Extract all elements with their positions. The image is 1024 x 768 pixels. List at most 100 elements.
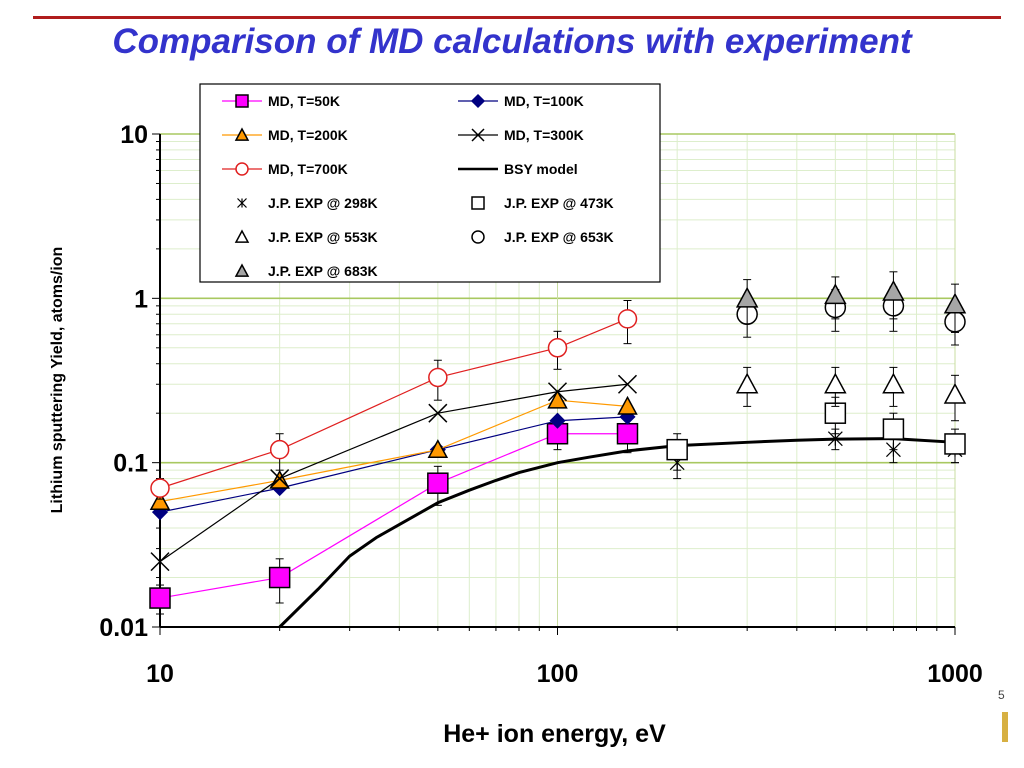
page-title: Comparison of MD calculations with exper… xyxy=(112,22,912,61)
data-point xyxy=(882,372,905,394)
legend-label: J.P. EXP @ 683K xyxy=(268,263,378,279)
data-point xyxy=(666,438,688,461)
marker-circle xyxy=(235,162,249,176)
legend-item: J.P. EXP @ 473K xyxy=(471,195,614,211)
marker-diamond xyxy=(470,93,486,109)
legend-label: MD, T=100K xyxy=(504,93,584,109)
marker-square xyxy=(427,472,449,494)
data-point xyxy=(150,478,170,498)
marker-square xyxy=(149,587,171,609)
marker-triangle xyxy=(882,372,905,394)
marker-triangle xyxy=(547,389,568,409)
legend-label: BSY model xyxy=(504,161,578,177)
legend-label: J.P. EXP @ 473K xyxy=(504,195,614,211)
legend-label: MD, T=700K xyxy=(268,161,348,177)
legend-item: MD, T=300K xyxy=(458,127,584,143)
data-point xyxy=(547,389,568,409)
data-point xyxy=(149,490,171,510)
legend-label: J.P. EXP @ 653K xyxy=(504,229,614,245)
data-point xyxy=(617,395,638,415)
x-tick-label: 10 xyxy=(146,660,174,688)
marker-triangle xyxy=(149,490,171,510)
data-point xyxy=(944,433,966,455)
y-tick-label: 0.01 xyxy=(99,614,148,642)
marker-triangle xyxy=(735,372,759,394)
marker-triangle xyxy=(234,127,250,141)
data-point xyxy=(428,403,448,423)
data-point xyxy=(428,367,448,388)
marker-x xyxy=(547,382,568,402)
legend-item: J.P. EXP @ 298K xyxy=(237,195,378,211)
legend-item: BSY model xyxy=(458,161,578,177)
corner-logo: 5 xyxy=(994,688,1024,748)
data-point xyxy=(882,279,905,301)
x-tick-label: 100 xyxy=(537,660,579,688)
marker-triangle xyxy=(824,283,847,305)
data-point xyxy=(427,439,449,459)
marker-triangle xyxy=(234,229,250,243)
y-tick-label: 0.1 xyxy=(113,450,148,478)
legend-item: J.P. EXP @ 683K xyxy=(234,263,378,279)
series-md-t-50k xyxy=(149,418,639,615)
data-point xyxy=(617,309,638,329)
data-point xyxy=(735,286,759,308)
data-point xyxy=(547,338,568,358)
data-point xyxy=(269,439,290,460)
marker-square xyxy=(235,94,249,108)
marker-square xyxy=(616,422,639,445)
data-point xyxy=(882,418,905,440)
marker-x xyxy=(428,403,448,423)
marker-triangle xyxy=(824,372,847,394)
marker-square xyxy=(944,433,966,455)
legend-item: J.P. EXP @ 553K xyxy=(234,229,378,245)
data-point xyxy=(270,469,290,489)
data-point xyxy=(549,412,566,429)
data-point xyxy=(150,552,170,572)
series-line xyxy=(278,437,956,629)
legend-item: MD, T=700K xyxy=(222,161,348,177)
data-point xyxy=(427,472,449,494)
marker-circle xyxy=(428,367,448,388)
data-point xyxy=(824,372,847,394)
marker-triangle xyxy=(735,286,759,308)
legend-label: MD, T=200K xyxy=(268,127,348,143)
legend-item: MD, T=200K xyxy=(222,127,348,143)
data-point xyxy=(824,283,847,305)
marker-triangle xyxy=(234,263,250,277)
data-point xyxy=(735,372,759,394)
marker-square xyxy=(471,196,485,210)
data-point xyxy=(268,566,291,589)
marker-square xyxy=(268,566,291,589)
series-md-t-300k xyxy=(150,374,638,572)
series-j-p-exp-553k xyxy=(735,366,967,422)
y-axis-label: Lithium sputtering Yield, atoms/ion xyxy=(49,247,66,514)
legend-label: MD, T=50K xyxy=(268,93,340,109)
marker-diamond xyxy=(549,412,566,429)
marker-square xyxy=(882,418,905,440)
marker-x xyxy=(617,374,638,394)
x-tick-label: 1000 xyxy=(927,660,983,688)
legend-label: J.P. EXP @ 298K xyxy=(268,195,378,211)
marker-triangle xyxy=(943,382,967,404)
legend-item: J.P. EXP @ 653K xyxy=(471,229,614,245)
marker-circle xyxy=(269,439,290,460)
data-point xyxy=(943,382,967,404)
marker-x xyxy=(150,552,170,572)
title-rule xyxy=(33,16,1001,19)
marker-triangle xyxy=(882,279,905,301)
legend-item: MD, T=50K xyxy=(222,93,340,109)
series-md-t-700k xyxy=(150,300,638,500)
marker-circle xyxy=(547,338,568,358)
marker-circle xyxy=(471,230,485,244)
series-bsy-model xyxy=(278,437,956,629)
marker-circle xyxy=(150,478,170,498)
data-point xyxy=(943,292,967,314)
marker-x xyxy=(471,128,485,142)
legend-label: MD, T=300K xyxy=(504,127,584,143)
legend-box xyxy=(199,83,661,283)
marker-square xyxy=(666,438,688,461)
y-tick-label: 10 xyxy=(120,121,148,149)
y-tick-label: 1 xyxy=(134,285,148,313)
marker-circle xyxy=(617,309,638,329)
